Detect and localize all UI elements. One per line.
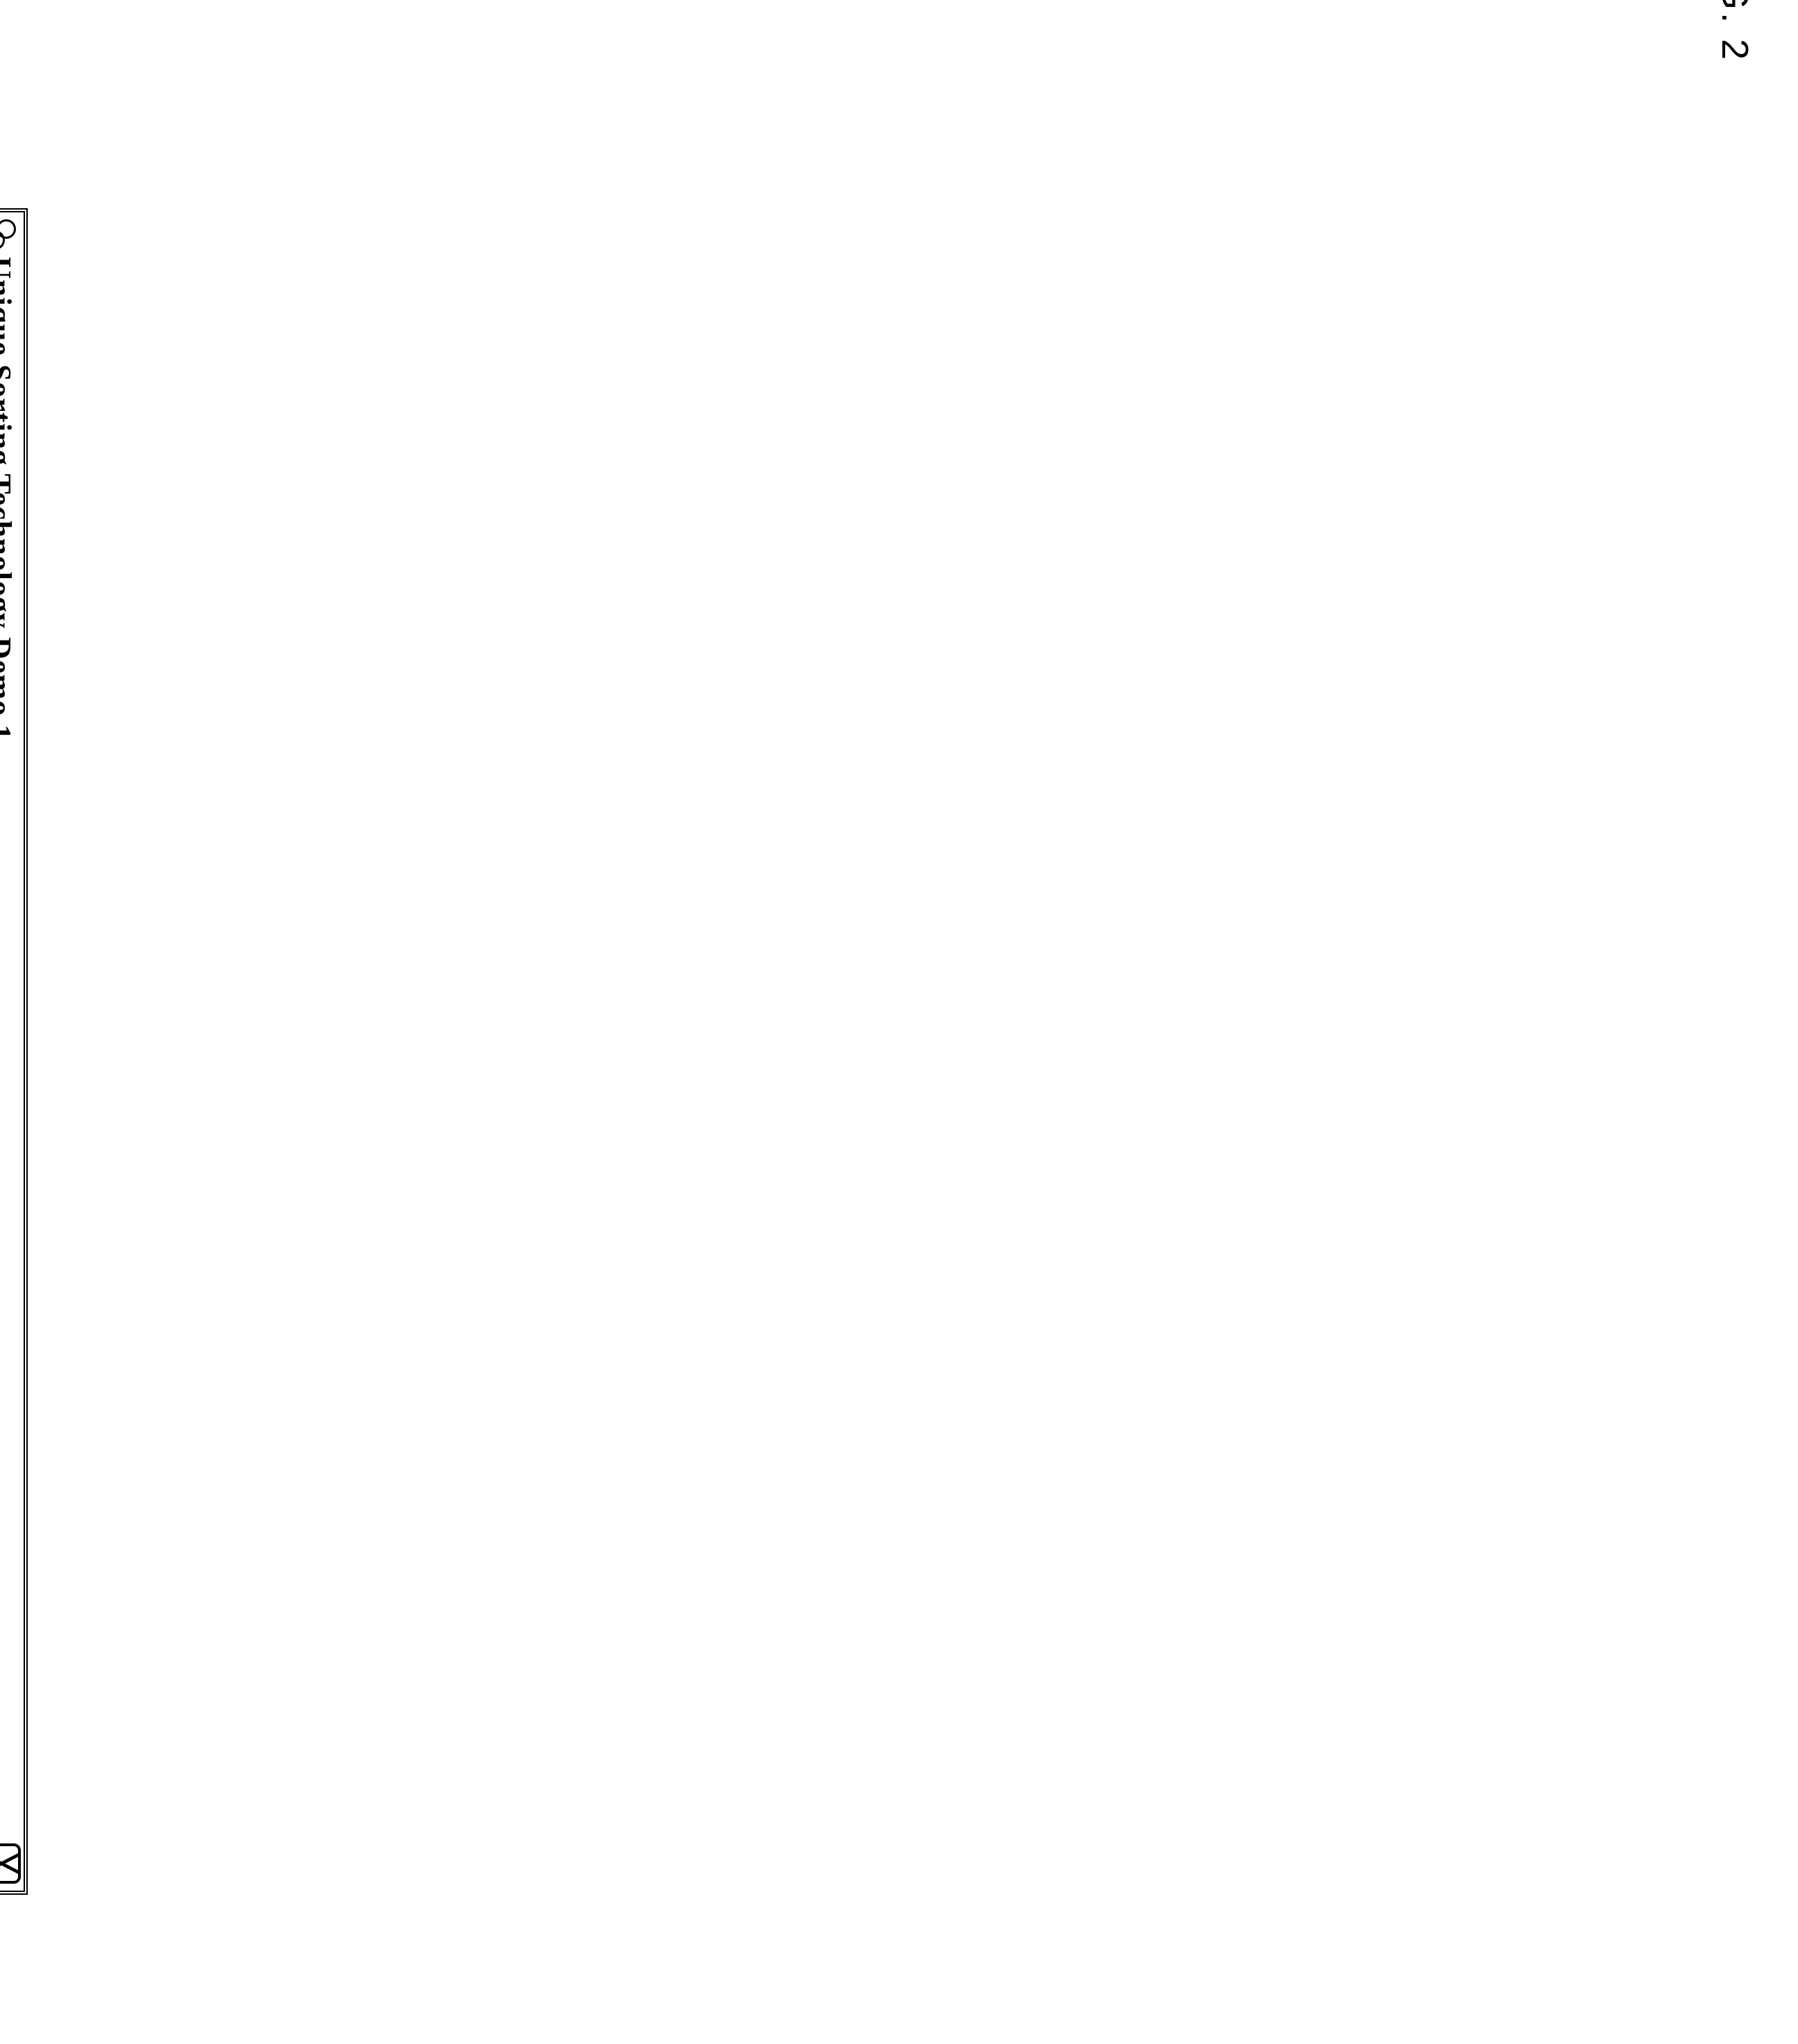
figure-label: FIG. 2 [1713,0,1756,62]
system-menu-icon[interactable] [0,219,16,250]
titlebar: Unique Sorting Technology Demo 1 ╳ [0,212,24,1891]
window-title: Unique Sorting Technology Demo 1 [0,257,19,741]
app-window: Unique Sorting Technology Demo 1 ╳ Comme… [0,208,28,1895]
close-button[interactable]: ╳ [0,1843,21,1884]
